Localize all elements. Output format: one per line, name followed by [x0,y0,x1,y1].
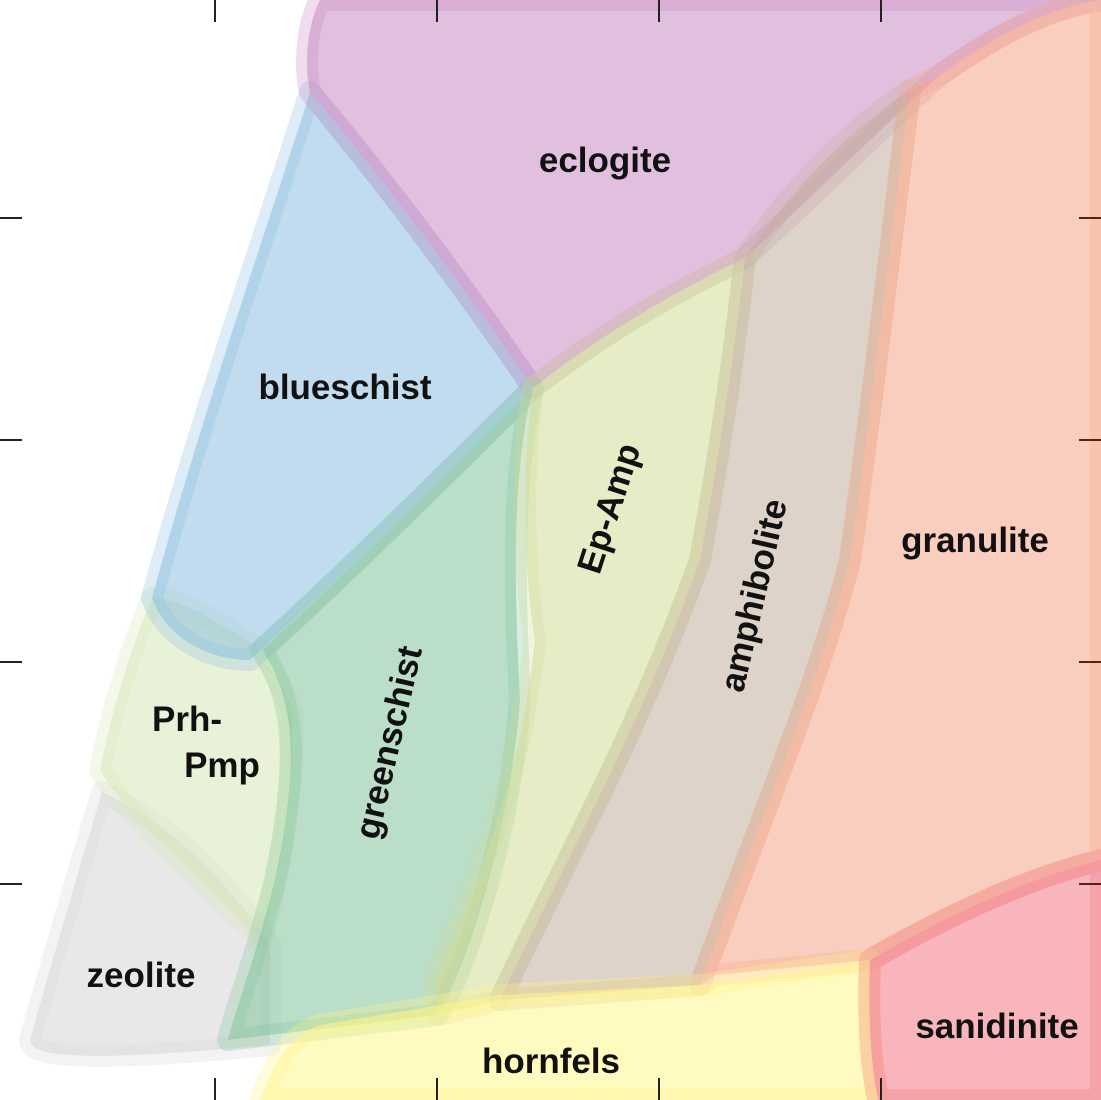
top-ticks [214,0,882,22]
right-ticks [1079,217,1101,885]
eclogite-label: eclogite [539,141,671,180]
granulite-region [689,0,1101,996]
zeolite-label: zeolite [87,956,196,995]
sanidinite-label: sanidinite [915,1007,1078,1046]
bottom-ticks [214,1078,882,1100]
pmp-label-line2: Pmp [184,746,260,785]
prh-label-line1: Prh- [152,700,222,739]
blueschist-label: blueschist [258,368,431,407]
left-ticks [0,217,22,885]
greenschist-region [217,377,544,1051]
granulite-label: granulite [901,521,1049,560]
blueschist-region [141,81,544,671]
hornfels-label: hornfels [482,1042,620,1081]
